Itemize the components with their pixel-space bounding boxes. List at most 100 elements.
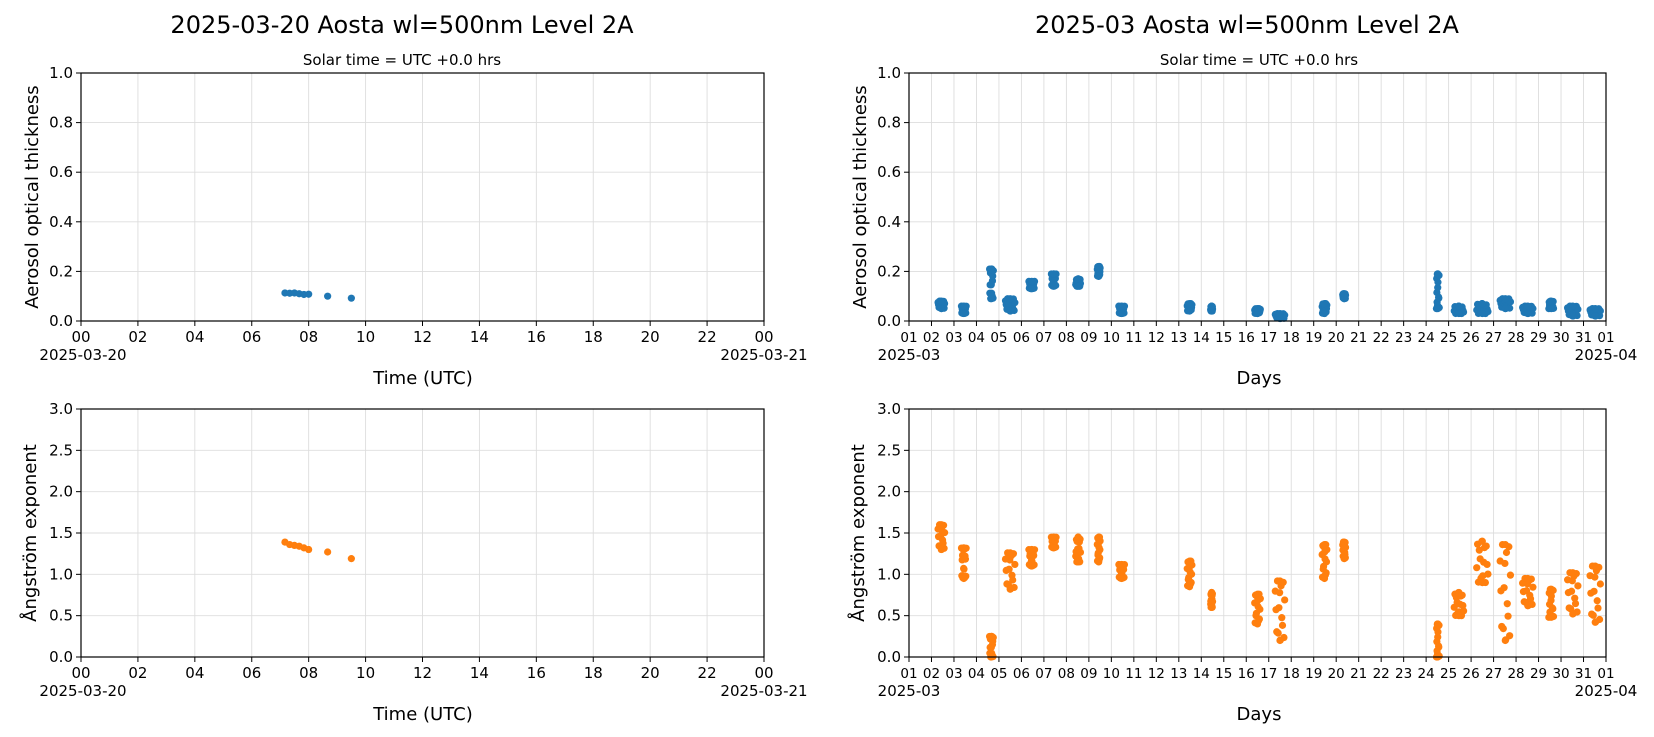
x-tick-label: 04 (185, 328, 204, 346)
data-point (960, 565, 968, 573)
data-point (1185, 583, 1194, 591)
data-point (1253, 620, 1262, 628)
x-date-left: 2025-03 (878, 682, 941, 700)
x-tick-label: 04 (968, 666, 985, 682)
data-point (1591, 573, 1599, 581)
data-point (1571, 594, 1579, 602)
data-point (1006, 585, 1014, 593)
data-point (1435, 643, 1443, 651)
x-tick-labels: 01 02 03 04 05 06 07 08 09 10 11 12 13 14 15 16 17 18 19 20… (900, 321, 1615, 346)
x-tick-label: 00 (754, 664, 773, 682)
data-point (1569, 312, 1577, 320)
data-point (1455, 302, 1463, 310)
x-tick-label: 06 (1013, 330, 1030, 346)
data-point (1569, 569, 1577, 577)
data-point (1594, 604, 1602, 612)
x-tick-label: 18 (1283, 666, 1300, 682)
data-point (1455, 588, 1463, 597)
data-point (1593, 597, 1601, 605)
data-point (1547, 305, 1555, 313)
data-point (1571, 599, 1580, 608)
x-tick-label: 22 (1373, 666, 1390, 682)
data-point (937, 521, 945, 529)
y-tick-label: 0.2 (877, 262, 901, 280)
data-point (1484, 570, 1492, 578)
data-point (1095, 533, 1103, 541)
x-axis-label: Days (1237, 704, 1282, 725)
data-point (1009, 576, 1017, 584)
x-tick-labels: 01 02 03 04 05 06 07 08 09 10 11 12 13 14 15 16 17 18 19 20… (900, 657, 1615, 682)
data-point (1503, 600, 1511, 608)
data-point (1524, 574, 1532, 583)
x-tick-label: 20 (1328, 666, 1345, 682)
x-tick-label: 11 (1125, 330, 1142, 346)
x-tick-label: 16 (527, 664, 546, 682)
x-tick-label: 27 (1485, 330, 1502, 346)
data-point (1095, 272, 1103, 280)
data-point (1340, 538, 1348, 546)
x-tick-label: 08 (299, 328, 318, 346)
data-point (1320, 540, 1329, 549)
grid-lines (81, 73, 764, 321)
x-tick-label: 31 (1575, 330, 1592, 346)
x-tick-label: 25 (1440, 330, 1457, 346)
data-point (1118, 309, 1126, 318)
x-tick-label: 13 (1170, 330, 1187, 346)
data-point (1501, 295, 1509, 303)
data-point (1547, 297, 1555, 305)
x-tick-label: 07 (1035, 666, 1052, 682)
x-tick-label: 24 (1418, 330, 1435, 346)
data-point (1478, 300, 1486, 308)
data-point (960, 574, 968, 583)
y-tick-labels: 0.0 0.5 1.0 1.5 2.0 2.5 3.0 (49, 400, 81, 666)
y-tick-label: 1.0 (49, 565, 73, 583)
data-point (1435, 294, 1443, 302)
x-tick-label: 02 (128, 664, 147, 682)
data-point (1501, 305, 1509, 313)
x-tick-label: 02 (128, 328, 147, 346)
data-point (940, 529, 949, 537)
data-point (1028, 277, 1036, 285)
data-point (1589, 611, 1597, 619)
x-tick-label: 14 (470, 664, 489, 682)
data-point (1591, 562, 1599, 570)
data-point (347, 555, 355, 563)
y-tick-label: 0.0 (49, 648, 73, 666)
data-point (1569, 302, 1577, 310)
x-date-left: 2025-03 (878, 346, 941, 364)
x-tick-label: 12 (413, 664, 432, 682)
x-axis-label: Days (1237, 368, 1282, 389)
data-point (1499, 625, 1507, 633)
data-point (1006, 549, 1014, 557)
data-point (1591, 312, 1599, 320)
data-point (1118, 302, 1126, 310)
data-point (1459, 601, 1467, 610)
data-point (1207, 603, 1216, 612)
data-point (1501, 636, 1509, 645)
x-tick-label: 22 (698, 664, 717, 682)
x-tick-label: 14 (470, 328, 489, 346)
x-tick-label: 19 (1305, 330, 1322, 346)
data-point (1276, 577, 1284, 585)
data-point (1502, 548, 1511, 557)
y-tick-label: 1.5 (49, 524, 73, 542)
data-point (1322, 569, 1330, 577)
panel-daily-angstrom: 00 02 04 06 08 10 12 14 16 18 20 22 00 0.0 0.5 1.0 1.5 2… (19, 400, 808, 725)
x-tick-label: 26 (1463, 330, 1480, 346)
data-point (305, 290, 313, 298)
x-tick-label: 09 (1080, 666, 1097, 682)
data-point (347, 294, 355, 302)
data-point (987, 265, 996, 273)
data-point (1076, 548, 1085, 556)
data-point (1028, 285, 1036, 293)
x-tick-label: 21 (1350, 330, 1367, 346)
data-point (1591, 305, 1599, 313)
x-tick-label: 07 (1035, 330, 1052, 346)
data-point (1434, 620, 1442, 628)
data-point (1549, 605, 1557, 613)
data-point (1006, 295, 1014, 303)
y-tick-label: 1.5 (877, 524, 901, 542)
x-tick-label: 10 (1103, 330, 1120, 346)
data-point (989, 272, 997, 280)
data-point (1484, 307, 1492, 316)
